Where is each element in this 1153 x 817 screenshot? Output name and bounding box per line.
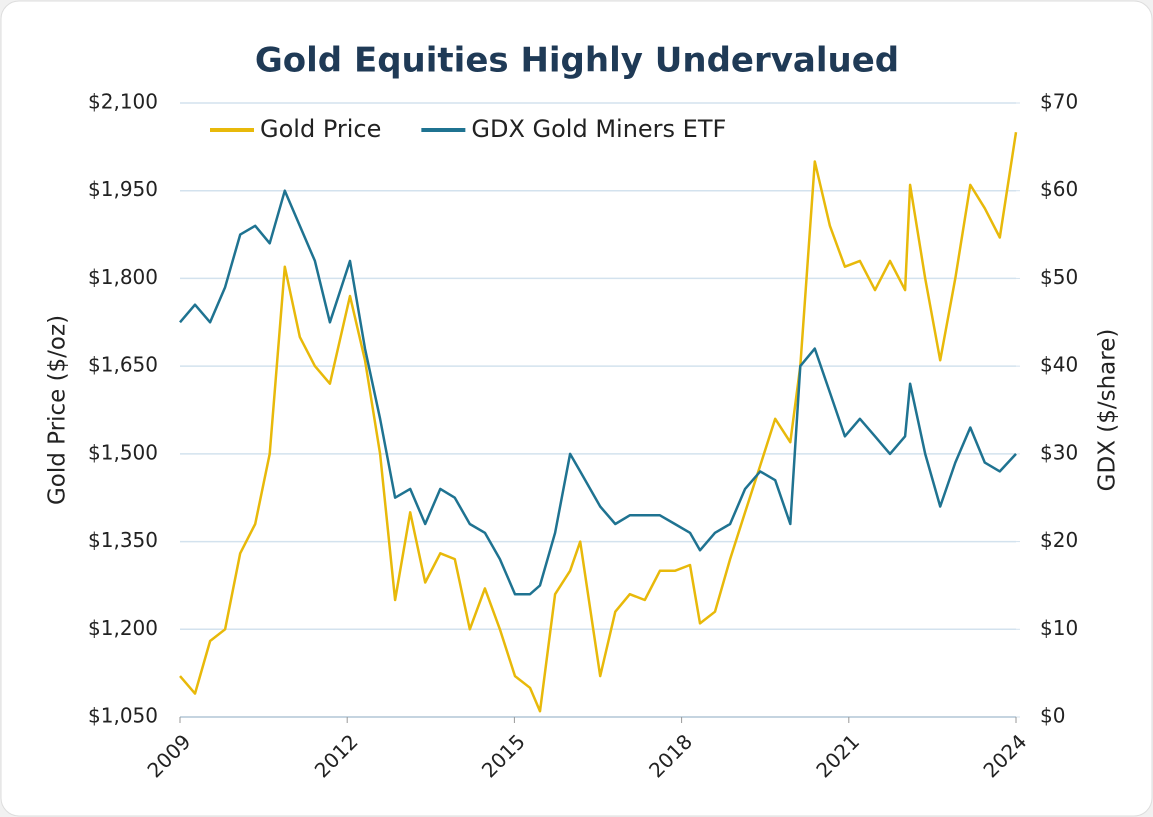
y2-tick-label: $30	[1040, 440, 1078, 464]
y-axis-label: Gold Price ($/oz)	[45, 315, 71, 505]
y2-tick-label: $60	[1040, 177, 1078, 201]
y-tick-label: $1,950	[88, 177, 158, 201]
y-tick-label: $2,100	[88, 90, 158, 114]
y2-axis-label: GDX ($/share)	[1095, 329, 1121, 492]
legend-label: GDX Gold Miners ETF	[471, 115, 726, 143]
y2-tick-label: $50	[1040, 265, 1078, 289]
y-tick-label: $1,350	[88, 528, 158, 552]
series-line	[179, 132, 1018, 713]
chart-title: Gold Equities Highly Undervalued	[255, 41, 899, 81]
series-line	[179, 189, 1017, 596]
y-tick-label: $1,050	[88, 704, 158, 728]
y-tick-label: $1,650	[88, 353, 158, 377]
y2-tick-label: $70	[1040, 90, 1078, 114]
y2-tick-label: $0	[1040, 704, 1065, 728]
y-tick-label: $1,500	[88, 440, 158, 464]
y2-tick-label: $10	[1040, 616, 1078, 640]
y2-tick-label: $40	[1040, 353, 1078, 377]
y-tick-label: $1,200	[88, 616, 158, 640]
y2-tick-label: $20	[1040, 528, 1078, 552]
y-tick-label: $1,800	[88, 265, 158, 289]
legend-label: Gold Price	[260, 115, 381, 143]
